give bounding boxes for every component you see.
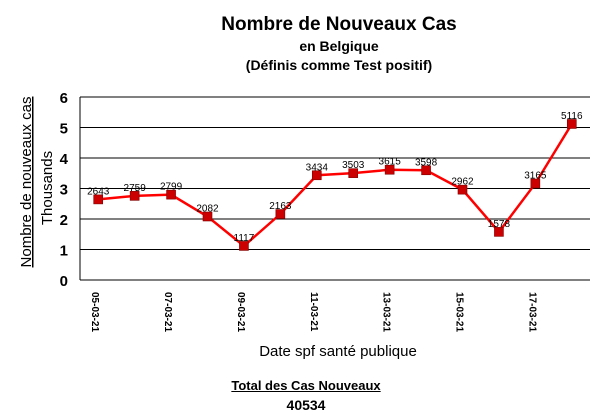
data-label: 3615 — [379, 157, 402, 168]
data-label: 3503 — [342, 160, 365, 171]
data-point — [384, 164, 395, 175]
data-label: 2643 — [87, 186, 110, 197]
data-point — [166, 189, 176, 200]
x-tick-label: 07-03-21 — [162, 292, 173, 332]
series-line — [98, 123, 573, 248]
data-point — [348, 168, 359, 178]
data-label: 3165 — [524, 170, 547, 181]
axes: Nombre de nouveaux cas Thousands Date sp… — [18, 97, 417, 360]
y-tick-label: 1 — [60, 243, 68, 260]
data-labels: 2643 2759 2799 2082 1117 2163 3434 3503 3615 3598… — [87, 111, 583, 244]
y-tick-label: 6 — [60, 90, 68, 107]
x-tick-label: 13-03-21 — [381, 292, 392, 332]
data-label: 1578 — [488, 219, 511, 230]
data-label: 1117 — [234, 233, 255, 244]
data-label: 2759 — [124, 183, 147, 194]
data-point — [421, 165, 431, 176]
data-point — [202, 211, 213, 222]
x-tick-label: 17-03-21 — [526, 292, 537, 332]
data-label: 3598 — [415, 157, 438, 168]
x-tick-label: 11-03-21 — [308, 292, 319, 332]
x-tick-label: 09-03-21 — [235, 292, 246, 332]
data-point — [457, 184, 468, 195]
data-point — [239, 241, 249, 251]
total-label: Total des Cas Nouveaux — [231, 378, 381, 393]
data-point — [311, 170, 322, 181]
chart-subtitle-definition: (Définis comme Test positif) — [245, 57, 433, 73]
data-point — [93, 194, 104, 205]
data-label: 2163 — [269, 201, 292, 212]
y-tick-label: 0 — [60, 273, 68, 290]
gridlines — [79, 96, 590, 281]
y-tick-label: 5 — [60, 121, 68, 138]
tick-labels: 0 1 2 3 4 5 6 05-03-21 07-03-21 09-03-21 11-03-21 1… — [60, 90, 538, 332]
data-point — [530, 178, 541, 189]
y-tick-label: 4 — [60, 151, 69, 168]
chart-subtitle-country: en Belgique — [299, 38, 379, 54]
total-value: 40534 — [286, 397, 326, 413]
data-point — [566, 119, 577, 129]
x-tick-label: 15-03-21 — [454, 292, 465, 332]
chart-title: Nombre de Nouveaux Cas — [221, 14, 457, 35]
data-label: 5116 — [561, 111, 583, 122]
y-tick-label: 2 — [60, 212, 68, 229]
data-point — [275, 209, 286, 219]
x-axis-title: Date spf santé publique — [259, 343, 417, 360]
data-point — [129, 191, 140, 201]
series-new-cases — [93, 119, 577, 251]
x-tick-label: 05-03-21 — [89, 292, 100, 332]
data-label: 2962 — [451, 177, 474, 188]
data-label: 3434 — [306, 162, 329, 173]
data-point — [494, 227, 504, 237]
y-axis-title: Nombre de nouveaux cas — [18, 97, 35, 268]
y-axis-unit: Thousands — [39, 151, 56, 225]
data-label: 2082 — [196, 203, 219, 214]
y-tick-label: 3 — [60, 182, 68, 199]
data-label: 2799 — [160, 182, 183, 193]
